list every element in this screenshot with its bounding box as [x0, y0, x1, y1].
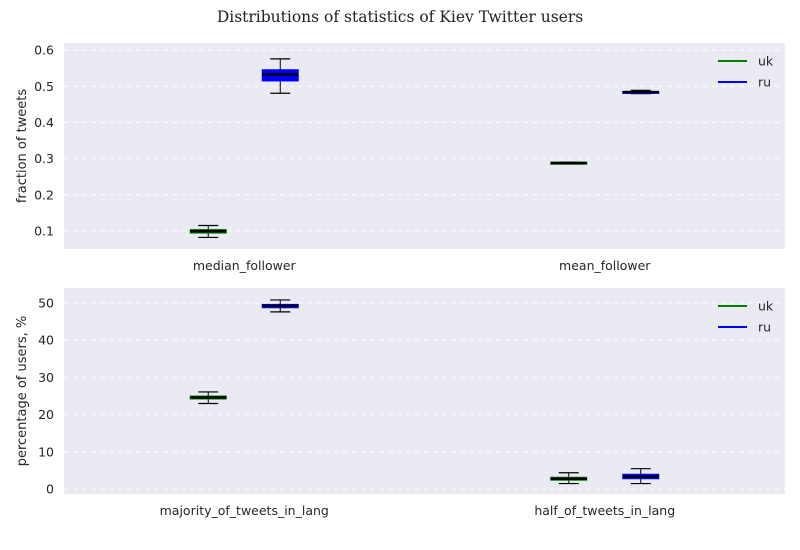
y-tick-label: 10	[38, 444, 54, 459]
box-ru-median_follower	[261, 58, 299, 94]
y-tick-label: 0.1	[34, 223, 54, 238]
y-tick-label: 30	[38, 370, 54, 385]
legend: uk ru	[718, 54, 774, 90]
y-axis-label: fraction of tweets	[15, 89, 30, 204]
y-tick-label: 20	[38, 407, 54, 422]
box-uk-mean_follower	[550, 161, 588, 165]
x-tick-label: half_of_tweets_in_lang	[534, 503, 675, 518]
chart-panel-2: 0 10 20 30 40 50 percentage of users, % majorit…	[15, 288, 785, 518]
y-tick-label: 0.4	[34, 115, 54, 130]
y-tick-label: 0.5	[34, 79, 54, 94]
legend: uk ru	[718, 299, 774, 335]
y-tick-label: 0.3	[34, 151, 54, 166]
box-uk-half_of_tweets_in_lang	[550, 472, 588, 485]
y-tick-label: 40	[38, 333, 54, 348]
x-tick-label: majority_of_tweets_in_lang	[160, 503, 329, 518]
legend-label-ru: ru	[758, 320, 771, 335]
y-tick-label: 0.6	[34, 43, 54, 58]
figure-title: Distributions of statistics of Kiev Twit…	[216, 8, 584, 26]
legend-label-uk: uk	[758, 299, 774, 314]
x-tick-label: median_follower	[193, 258, 297, 273]
box-ru-majority_of_tweets_in_lang	[261, 299, 299, 313]
box-uk-majority_of_tweets_in_lang	[189, 391, 227, 405]
box-ru-mean_follower	[622, 89, 660, 95]
legend-label-uk: uk	[758, 54, 774, 69]
legend-label-ru: ru	[758, 75, 771, 90]
x-tick-label: mean_follower	[559, 258, 651, 273]
y-axis-label: percentage of users, %	[15, 316, 30, 467]
plot-area	[64, 43, 785, 249]
y-tick-label: 50	[38, 295, 54, 310]
chart-panel-1: 0.1 0.2 0.3 0.4 0.5 0.6 fraction of tweets medi…	[15, 43, 785, 273]
box-uk-median_follower	[189, 224, 227, 239]
y-tick-label: 0.2	[34, 187, 54, 202]
box-ru-half_of_tweets_in_lang	[622, 468, 660, 485]
y-tick-label: 0	[46, 482, 54, 497]
plot-area	[64, 288, 785, 494]
